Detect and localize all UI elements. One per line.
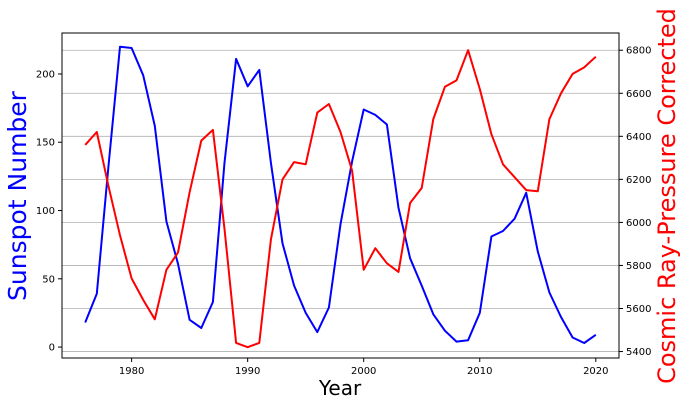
left-tick-label: 0	[49, 343, 55, 354]
left-tick-label: 200	[36, 69, 55, 80]
gridlines	[62, 49, 619, 352]
left-tick-label: 150	[36, 138, 55, 149]
right-tick-label: 6000	[626, 218, 651, 229]
right-tick-label: 5600	[626, 304, 651, 315]
x-tick-label: 1990	[235, 366, 260, 377]
right-tick-label: 6800	[626, 46, 651, 57]
right-tick-label: 5800	[626, 261, 651, 272]
sunspot-series-line	[84, 45, 597, 344]
left-axis-title: Sunspot Number	[3, 90, 32, 301]
x-axis-title: Year	[318, 376, 362, 400]
series-layer	[84, 45, 597, 349]
x-tick-label: 1980	[119, 366, 144, 377]
x-tick-label: 2010	[467, 366, 492, 377]
right-tick-label: 5400	[626, 347, 651, 358]
right-tick-label: 6600	[626, 89, 651, 100]
right-axis-title: Cosmic Ray-Pressure Corrected	[653, 8, 681, 384]
x-tick-label: 2020	[583, 366, 608, 377]
left-tick-label: 100	[36, 206, 55, 217]
left-tick-label: 50	[42, 274, 55, 285]
cosmic-ray-series-line	[84, 49, 597, 349]
ticks-layer: 1980 1990 2000 2010 2020 0 50 100 150 200 5400 5600…	[36, 46, 652, 377]
x-tick-label: 2000	[351, 366, 376, 377]
right-tick-label: 6400	[626, 132, 651, 143]
plot-frame	[61, 32, 620, 359]
right-tick-label: 6200	[626, 175, 651, 186]
